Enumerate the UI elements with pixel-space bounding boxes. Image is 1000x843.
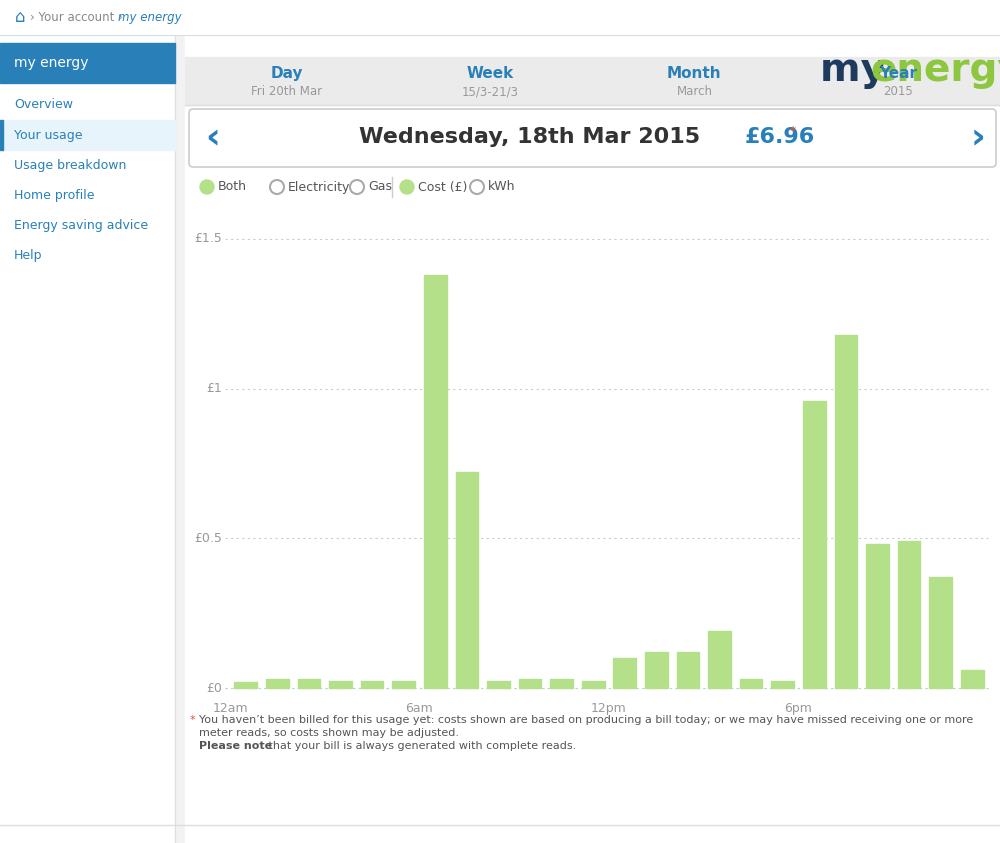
Bar [185,35,1000,843]
Bar [771,680,794,688]
Bar [424,275,447,688]
Text: › Your account ›: › Your account › [30,11,127,24]
Text: Home profile: Home profile [14,189,94,201]
Bar [298,679,320,688]
FancyBboxPatch shape [189,109,996,167]
Bar [803,400,826,688]
Text: Fri 20th Mar: Fri 20th Mar [251,85,322,98]
Text: £6.96: £6.96 [745,127,815,147]
Text: energy: energy [870,51,1000,89]
Text: Please note: Please note [199,741,272,751]
Text: that your bill is always generated with complete reads.: that your bill is always generated with … [265,741,576,751]
Circle shape [350,180,364,194]
Text: Both: Both [218,180,247,194]
Text: my: my [820,51,900,89]
Bar [866,545,889,688]
Text: £1.5: £1.5 [194,233,222,245]
Text: Overview: Overview [14,99,73,111]
Bar [835,335,857,688]
Bar [613,658,636,688]
Bar [708,631,731,688]
Text: 6pm: 6pm [785,702,812,715]
Text: Energy saving advice: Energy saving advice [14,218,148,232]
Text: £1: £1 [206,382,222,395]
Text: Wednesday, 18th Mar 2015: Wednesday, 18th Mar 2015 [359,127,701,147]
Bar [234,682,257,688]
Text: March: March [676,85,712,98]
Bar [0,43,175,83]
Text: Week: Week [467,67,514,81]
Text: Electricity: Electricity [288,180,350,194]
Bar [550,679,573,688]
Text: ›: › [971,121,985,155]
Text: *: * [190,715,196,725]
Bar [929,577,952,688]
Text: kWh: kWh [488,180,516,194]
Circle shape [270,180,284,194]
Bar [361,680,383,688]
Text: £0: £0 [206,681,222,695]
Text: 12pm: 12pm [591,702,627,715]
Text: *: * [790,126,796,138]
Bar [740,679,762,688]
Text: Month: Month [667,67,722,81]
Text: 2015: 2015 [883,85,913,98]
Bar [266,679,289,688]
Text: Gas: Gas [368,180,392,194]
Text: Cost (£): Cost (£) [418,180,467,194]
Bar [519,679,541,688]
Text: Usage breakdown: Usage breakdown [14,158,126,171]
Text: Year: Year [879,67,917,81]
Bar [0,120,175,150]
Bar [645,652,668,688]
Text: £0.5: £0.5 [194,532,222,545]
Text: You haven’t been billed for this usage yet: costs shown are based on producing a: You haven’t been billed for this usage y… [199,715,973,725]
Bar [0,35,175,843]
Text: meter reads, so costs shown may be adjusted.: meter reads, so costs shown may be adjus… [199,728,459,738]
Bar [0,120,3,150]
Bar [392,680,415,688]
Text: my energy: my energy [14,56,88,70]
Bar [898,541,920,688]
Text: ‹: ‹ [206,121,220,155]
Bar [961,670,984,688]
Text: Day: Day [271,67,303,81]
Circle shape [470,180,484,194]
Text: my energy: my energy [118,11,182,24]
Circle shape [200,180,214,194]
Bar [185,57,1000,105]
Bar [456,472,478,688]
Bar [329,680,352,688]
Text: 6am: 6am [406,702,433,715]
Bar [487,680,510,688]
Bar [0,0,1000,35]
Text: 15/3-21/3: 15/3-21/3 [462,85,519,98]
Text: 12am: 12am [212,702,248,715]
Text: ⌂: ⌂ [15,8,26,26]
Bar [677,652,699,688]
Circle shape [400,180,414,194]
Text: Your usage: Your usage [14,128,82,142]
Text: Help: Help [14,249,42,261]
Bar [582,680,605,688]
